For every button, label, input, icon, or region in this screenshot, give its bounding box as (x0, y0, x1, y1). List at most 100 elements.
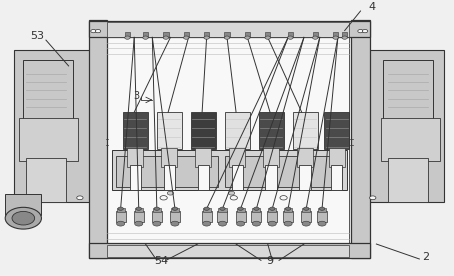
Bar (163, 32, 168, 37)
Circle shape (202, 221, 211, 226)
Bar (183, 32, 189, 37)
Bar (202, 208, 211, 212)
Bar (171, 208, 179, 212)
Bar (302, 208, 310, 212)
Circle shape (333, 36, 338, 39)
Circle shape (245, 36, 250, 39)
Bar (283, 211, 293, 222)
Circle shape (228, 191, 235, 195)
Circle shape (319, 207, 325, 210)
Bar (112, 150, 347, 190)
Bar (135, 208, 143, 212)
Bar (202, 211, 212, 222)
Circle shape (318, 221, 326, 226)
Circle shape (265, 36, 271, 39)
Bar (128, 147, 143, 166)
Bar (331, 165, 342, 190)
Bar (152, 211, 162, 222)
Bar (25, 158, 66, 202)
Bar (107, 245, 349, 257)
Circle shape (302, 221, 310, 226)
Bar (252, 211, 262, 222)
Text: 53: 53 (30, 31, 44, 41)
Circle shape (118, 207, 123, 210)
Bar (312, 32, 318, 37)
Circle shape (362, 30, 368, 33)
Bar (284, 208, 292, 212)
Bar (293, 112, 317, 149)
Circle shape (12, 211, 35, 225)
Bar (367, 50, 444, 202)
Bar (107, 22, 349, 36)
Circle shape (154, 207, 159, 210)
Circle shape (280, 196, 287, 200)
Bar (297, 147, 313, 166)
Circle shape (153, 221, 161, 226)
Text: 2: 2 (423, 252, 430, 262)
Bar (19, 118, 78, 161)
Bar (116, 211, 126, 222)
Circle shape (77, 196, 83, 200)
Circle shape (135, 221, 143, 226)
Circle shape (95, 30, 101, 33)
Circle shape (117, 221, 125, 226)
Bar (89, 20, 107, 258)
Bar (267, 211, 277, 222)
Bar (225, 112, 250, 149)
Bar (117, 208, 125, 212)
Circle shape (288, 36, 293, 39)
Circle shape (5, 207, 41, 229)
Bar (237, 208, 245, 212)
Bar (197, 165, 209, 190)
Bar (301, 211, 311, 222)
Circle shape (171, 221, 179, 226)
Bar (125, 32, 130, 37)
Circle shape (204, 36, 209, 39)
Circle shape (143, 36, 148, 39)
Text: 9: 9 (266, 256, 274, 266)
Circle shape (91, 30, 96, 33)
Bar (245, 32, 250, 37)
Bar (217, 211, 227, 222)
Bar (342, 32, 347, 37)
Bar (107, 37, 349, 244)
Circle shape (270, 207, 275, 210)
Circle shape (220, 207, 225, 210)
Bar (388, 158, 429, 202)
Circle shape (254, 207, 259, 210)
Bar (333, 32, 338, 37)
Bar (288, 32, 293, 37)
Bar (89, 21, 370, 37)
Circle shape (284, 221, 292, 226)
Circle shape (136, 207, 142, 210)
Bar (143, 32, 148, 37)
Text: 54: 54 (154, 256, 168, 266)
Bar (236, 211, 246, 222)
Bar (229, 147, 245, 166)
Bar (14, 50, 91, 202)
Bar (23, 60, 73, 123)
Bar (153, 208, 161, 212)
Text: 4: 4 (368, 2, 375, 12)
Circle shape (230, 196, 237, 200)
Circle shape (218, 221, 227, 226)
Circle shape (358, 30, 363, 33)
Bar (224, 32, 230, 37)
Bar (161, 147, 177, 166)
Bar (89, 243, 370, 258)
Bar (263, 147, 279, 166)
Circle shape (342, 36, 347, 39)
Bar (383, 60, 433, 123)
Circle shape (286, 207, 291, 210)
Bar (123, 112, 148, 149)
Bar (191, 112, 216, 149)
Bar (351, 20, 370, 258)
Circle shape (224, 36, 230, 39)
Bar (5, 194, 41, 216)
Bar (259, 112, 284, 149)
Bar (107, 37, 349, 251)
Circle shape (238, 207, 243, 210)
Bar (134, 211, 144, 222)
Bar (157, 112, 182, 149)
Bar (252, 208, 261, 212)
